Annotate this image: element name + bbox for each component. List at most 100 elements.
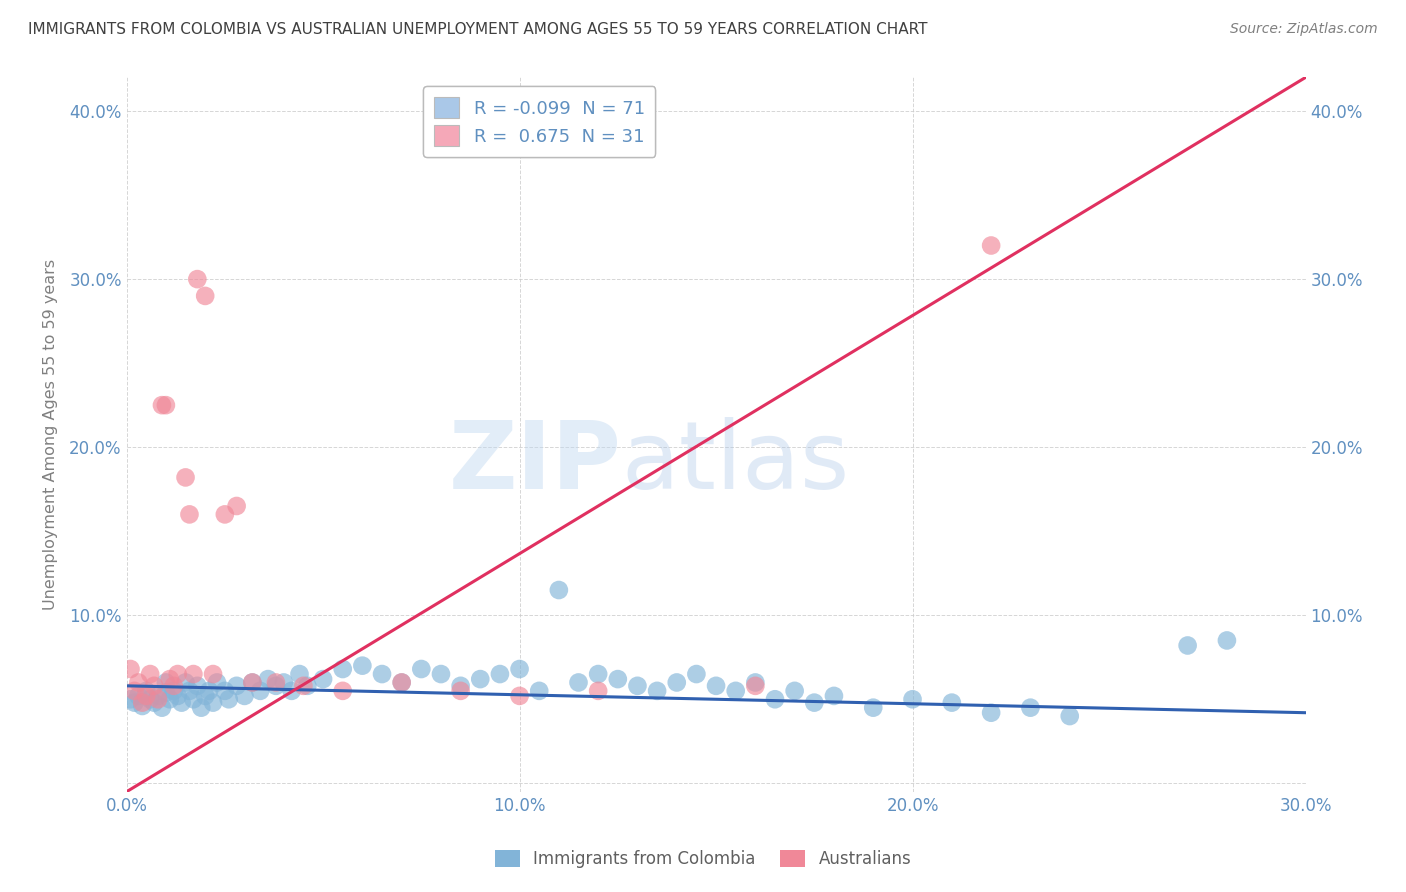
Point [155,675,177,690]
Point [202,696,225,710]
Point [606,672,628,686]
Point [980,238,1002,252]
Point [744,679,766,693]
Point [124,696,146,710]
Point [332,684,354,698]
Point [214,684,236,698]
Point [135,684,157,698]
Text: atlas: atlas [621,417,851,509]
Point [240,675,263,690]
Point [202,667,225,681]
Point [941,696,963,710]
Point [159,692,181,706]
Point [190,700,212,714]
Point [174,470,197,484]
Point [724,684,747,698]
Point [763,692,786,706]
Legend: R = -0.099  N = 71, R =  0.675  N = 31: R = -0.099 N = 71, R = 0.675 N = 31 [423,87,655,157]
Point [450,684,472,698]
Point [292,679,315,693]
Point [489,667,512,681]
Point [1177,639,1199,653]
Point [205,675,228,690]
Point [450,679,472,693]
Point [273,675,295,690]
Point [155,398,177,412]
Point [312,672,335,686]
Point [194,689,217,703]
Point [139,692,162,706]
Point [823,689,845,703]
Point [645,684,668,698]
Point [288,667,311,681]
Point [430,667,453,681]
Point [685,667,707,681]
Point [352,658,374,673]
Point [803,696,825,710]
Point [225,679,247,693]
Point [146,692,169,706]
Point [371,667,394,681]
Point [567,675,589,690]
Point [159,672,181,686]
Text: IMMIGRANTS FROM COLOMBIA VS AUSTRALIAN UNEMPLOYMENT AMONG AGES 55 TO 59 YEARS CO: IMMIGRANTS FROM COLOMBIA VS AUSTRALIAN U… [28,22,928,37]
Point [586,684,609,698]
Point [143,696,166,710]
Point [150,700,173,714]
Point [127,675,149,690]
Point [166,689,188,703]
Point [391,675,413,690]
Point [547,582,569,597]
Point [127,689,149,703]
Point [470,672,492,686]
Point [411,662,433,676]
Point [124,684,146,698]
Point [901,692,924,706]
Point [509,662,531,676]
Point [783,684,806,698]
Point [862,700,884,714]
Point [120,662,142,676]
Point [744,675,766,690]
Y-axis label: Unemployment Among Ages 55 to 59 years: Unemployment Among Ages 55 to 59 years [44,259,58,610]
Point [1059,709,1081,723]
Point [529,684,551,698]
Point [264,679,287,693]
Point [297,679,319,693]
Point [586,667,609,681]
Point [332,662,354,676]
Point [179,508,201,522]
Point [131,696,153,710]
Point [391,675,413,690]
Point [135,689,157,703]
Point [194,289,217,303]
Point [665,675,688,690]
Point [183,692,205,706]
Point [1216,633,1239,648]
Point [280,684,302,698]
Point [170,696,193,710]
Point [1019,700,1042,714]
Point [143,679,166,693]
Point [186,679,208,693]
Point [626,679,648,693]
Point [139,667,162,681]
Point [186,272,208,286]
Point [120,692,142,706]
Point [240,675,263,690]
Point [163,679,186,693]
Point [509,689,531,703]
Point [249,684,271,698]
Point [704,679,727,693]
Point [198,684,221,698]
Point [225,499,247,513]
Point [131,698,153,713]
Point [214,508,236,522]
Point [218,692,240,706]
Legend: Immigrants from Colombia, Australians: Immigrants from Colombia, Australians [488,843,918,875]
Point [179,684,201,698]
Point [166,667,188,681]
Point [146,689,169,703]
Text: Source: ZipAtlas.com: Source: ZipAtlas.com [1230,22,1378,37]
Point [233,689,256,703]
